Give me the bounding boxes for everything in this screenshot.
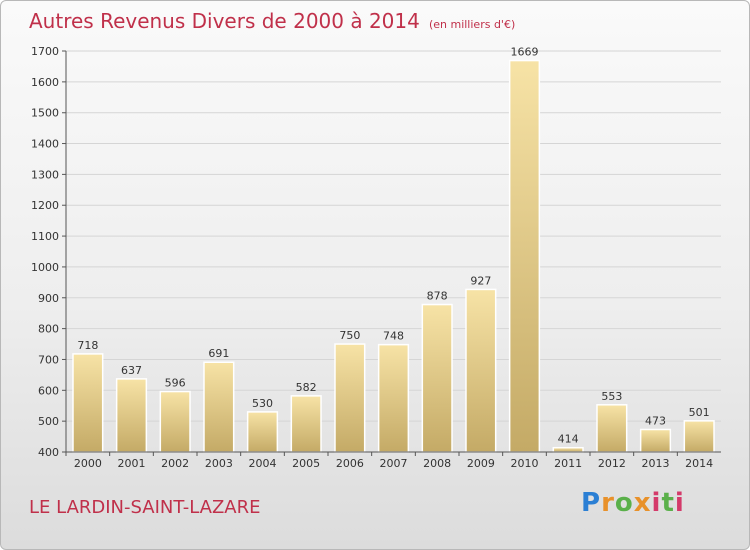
- y-tick-label: 1600: [31, 76, 59, 89]
- logo-letter: i: [674, 488, 685, 518]
- place-name: LE LARDIN-SAINT-LAZARE: [29, 497, 261, 518]
- x-tick-label: 2002: [161, 457, 189, 470]
- logo-letter: x: [633, 488, 652, 518]
- y-tick-label: 900: [38, 292, 59, 305]
- data-label: 637: [121, 364, 142, 377]
- y-tick-label: 600: [38, 384, 59, 397]
- logo-letter: r: [601, 488, 615, 518]
- y-tick-label: 800: [38, 323, 59, 336]
- bar-2014: [683, 420, 715, 453]
- data-label: 878: [427, 290, 448, 303]
- bar-2010: [508, 59, 541, 453]
- data-label: 473: [645, 414, 666, 427]
- y-tick-label: 1300: [31, 168, 59, 181]
- bar-2005: [290, 395, 322, 453]
- x-tick-label: 2009: [467, 457, 495, 470]
- bar-2000: [72, 353, 104, 453]
- data-label: 750: [339, 329, 360, 342]
- y-axis: 400 500 600 700 800 900 1000 1100 1200 1300 1400 15…: [31, 45, 67, 459]
- bar-2004: [246, 411, 279, 453]
- data-label: 530: [252, 397, 273, 410]
- x-tick-label: 2005: [292, 457, 320, 470]
- x-axis: 2000 2001 2002 2003 2004 2005 2006 2007 2008 2009…: [65, 451, 721, 470]
- x-tick-label: 2004: [249, 457, 277, 470]
- chart-subtitle: (en milliers d'€): [428, 18, 516, 31]
- x-tick-label: 2010: [511, 457, 539, 470]
- data-label: 582: [296, 381, 317, 394]
- data-label: 553: [601, 390, 622, 403]
- chart-title: Autres Revenus Divers de 2000 à 2014: [29, 9, 420, 33]
- data-label: 927: [470, 274, 491, 287]
- data-label: 414: [558, 433, 579, 446]
- data-labels: 718 637 596 691 530 582 750 748 878 927 1669 414 553…: [77, 46, 709, 446]
- y-tick-label: 1400: [31, 138, 59, 151]
- y-tick-label: 1200: [31, 199, 59, 212]
- x-tick-label: 2014: [685, 457, 713, 470]
- x-tick-label: 2012: [598, 457, 626, 470]
- logo-letter: i: [651, 488, 662, 518]
- x-tick-label: 2000: [74, 457, 102, 470]
- bar-2007: [377, 343, 410, 453]
- y-tick-label: 1000: [31, 261, 59, 274]
- logo-letter: o: [614, 488, 634, 518]
- x-tick-label: 2003: [205, 457, 233, 470]
- y-tick-label: 700: [38, 353, 59, 366]
- x-tick-label: 2008: [423, 457, 451, 470]
- proxiti-logo: Proxiti: [581, 488, 685, 518]
- x-tick-label: 2001: [118, 457, 146, 470]
- data-label: 691: [208, 347, 229, 360]
- y-tick-label: 400: [38, 446, 59, 459]
- bar-2003: [203, 361, 235, 453]
- data-label: 501: [689, 406, 710, 419]
- data-label: 748: [383, 330, 404, 343]
- data-label: 718: [77, 339, 98, 352]
- logo-letter: P: [581, 488, 602, 518]
- y-tick-label: 1700: [31, 45, 59, 58]
- x-tick-label: 2007: [380, 457, 408, 470]
- bar-2001: [115, 378, 148, 453]
- bar-2008: [421, 303, 453, 453]
- bar-2009: [465, 288, 497, 453]
- bar-2006: [334, 343, 366, 453]
- x-tick-label: 2011: [554, 457, 582, 470]
- bars: [72, 59, 715, 453]
- y-tick-label: 1500: [31, 107, 59, 120]
- bar-2013: [639, 428, 672, 453]
- bar-2012: [596, 404, 628, 453]
- data-label: 1669: [511, 46, 539, 59]
- y-tick-label: 1100: [31, 230, 59, 243]
- x-tick-label: 2013: [642, 457, 670, 470]
- bar-2002: [159, 390, 191, 453]
- data-label: 596: [165, 377, 186, 390]
- x-tick-label: 2006: [336, 457, 364, 470]
- logo-letter: t: [661, 488, 675, 518]
- chart-title-wrap: Autres Revenus Divers de 2000 à 2014 (en…: [29, 9, 515, 33]
- bar-2011: [552, 446, 584, 453]
- y-tick-label: 500: [38, 415, 59, 428]
